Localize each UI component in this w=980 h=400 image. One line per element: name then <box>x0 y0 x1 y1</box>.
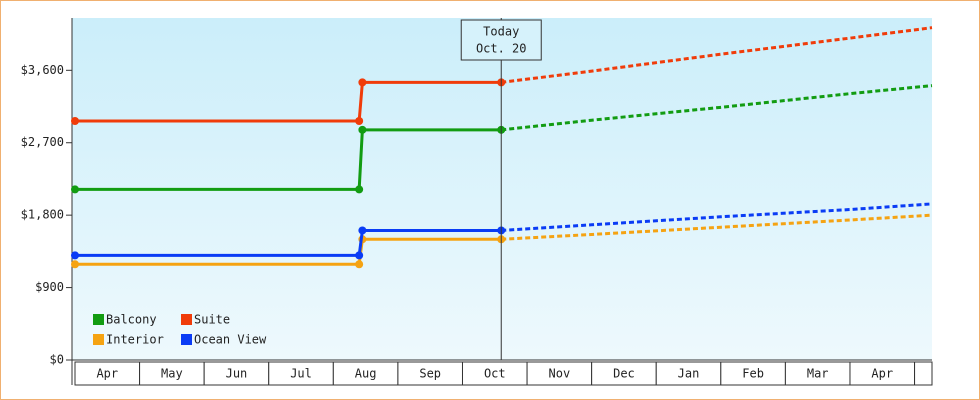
x-tick-label: Sep <box>419 367 441 381</box>
y-tick-label: $900 <box>35 280 64 294</box>
price-point <box>355 260 364 269</box>
x-tick-label: Jun <box>226 367 248 381</box>
x-tick-label: May <box>161 367 183 381</box>
y-tick-label: $1,800 <box>21 208 64 222</box>
x-tick-label: Nov <box>549 367 571 381</box>
today-label: Today <box>483 25 519 39</box>
price-line <box>75 80 502 123</box>
legend-label: Balcony <box>106 313 157 327</box>
legend-label: Interior <box>106 333 164 347</box>
price-point <box>355 185 364 194</box>
y-tick-label: $3,600 <box>21 63 64 77</box>
today-label: Oct. 20 <box>476 42 527 56</box>
price-point <box>355 117 364 126</box>
price-point <box>71 185 79 194</box>
month-cell <box>914 361 933 386</box>
price-point <box>71 117 79 126</box>
today-box <box>460 19 542 61</box>
legend-swatch <box>181 334 192 345</box>
legend-label: Ocean View <box>194 333 267 347</box>
price-point <box>71 260 79 269</box>
price-point <box>71 251 79 260</box>
legend-swatch <box>93 334 104 345</box>
x-tick-label: Aug <box>355 367 377 381</box>
price-point <box>358 125 367 134</box>
legend-swatch <box>93 314 104 325</box>
y-tick-label: $0 <box>50 353 64 367</box>
legend-label: Suite <box>194 313 230 327</box>
forecast-line <box>501 202 933 232</box>
price-point <box>358 78 367 87</box>
price-point <box>358 226 367 235</box>
forecast-line <box>501 84 933 132</box>
forecast-line <box>501 26 933 84</box>
x-tick-label: Apr <box>871 367 893 381</box>
y-tick-label: $2,700 <box>21 135 64 149</box>
price-line <box>75 228 502 257</box>
x-tick-label: Jan <box>678 367 700 381</box>
x-tick-label: Apr <box>96 367 118 381</box>
price-line <box>75 128 502 191</box>
price-point <box>355 251 364 260</box>
legend-swatch <box>181 314 192 325</box>
forecast-line <box>501 213 933 241</box>
x-tick-label: Mar <box>807 367 829 381</box>
x-tick-label: Oct <box>484 367 506 381</box>
x-tick-label: Jul <box>290 367 312 381</box>
x-tick-label: Feb <box>742 367 764 381</box>
x-tick-label: Dec <box>613 367 635 381</box>
